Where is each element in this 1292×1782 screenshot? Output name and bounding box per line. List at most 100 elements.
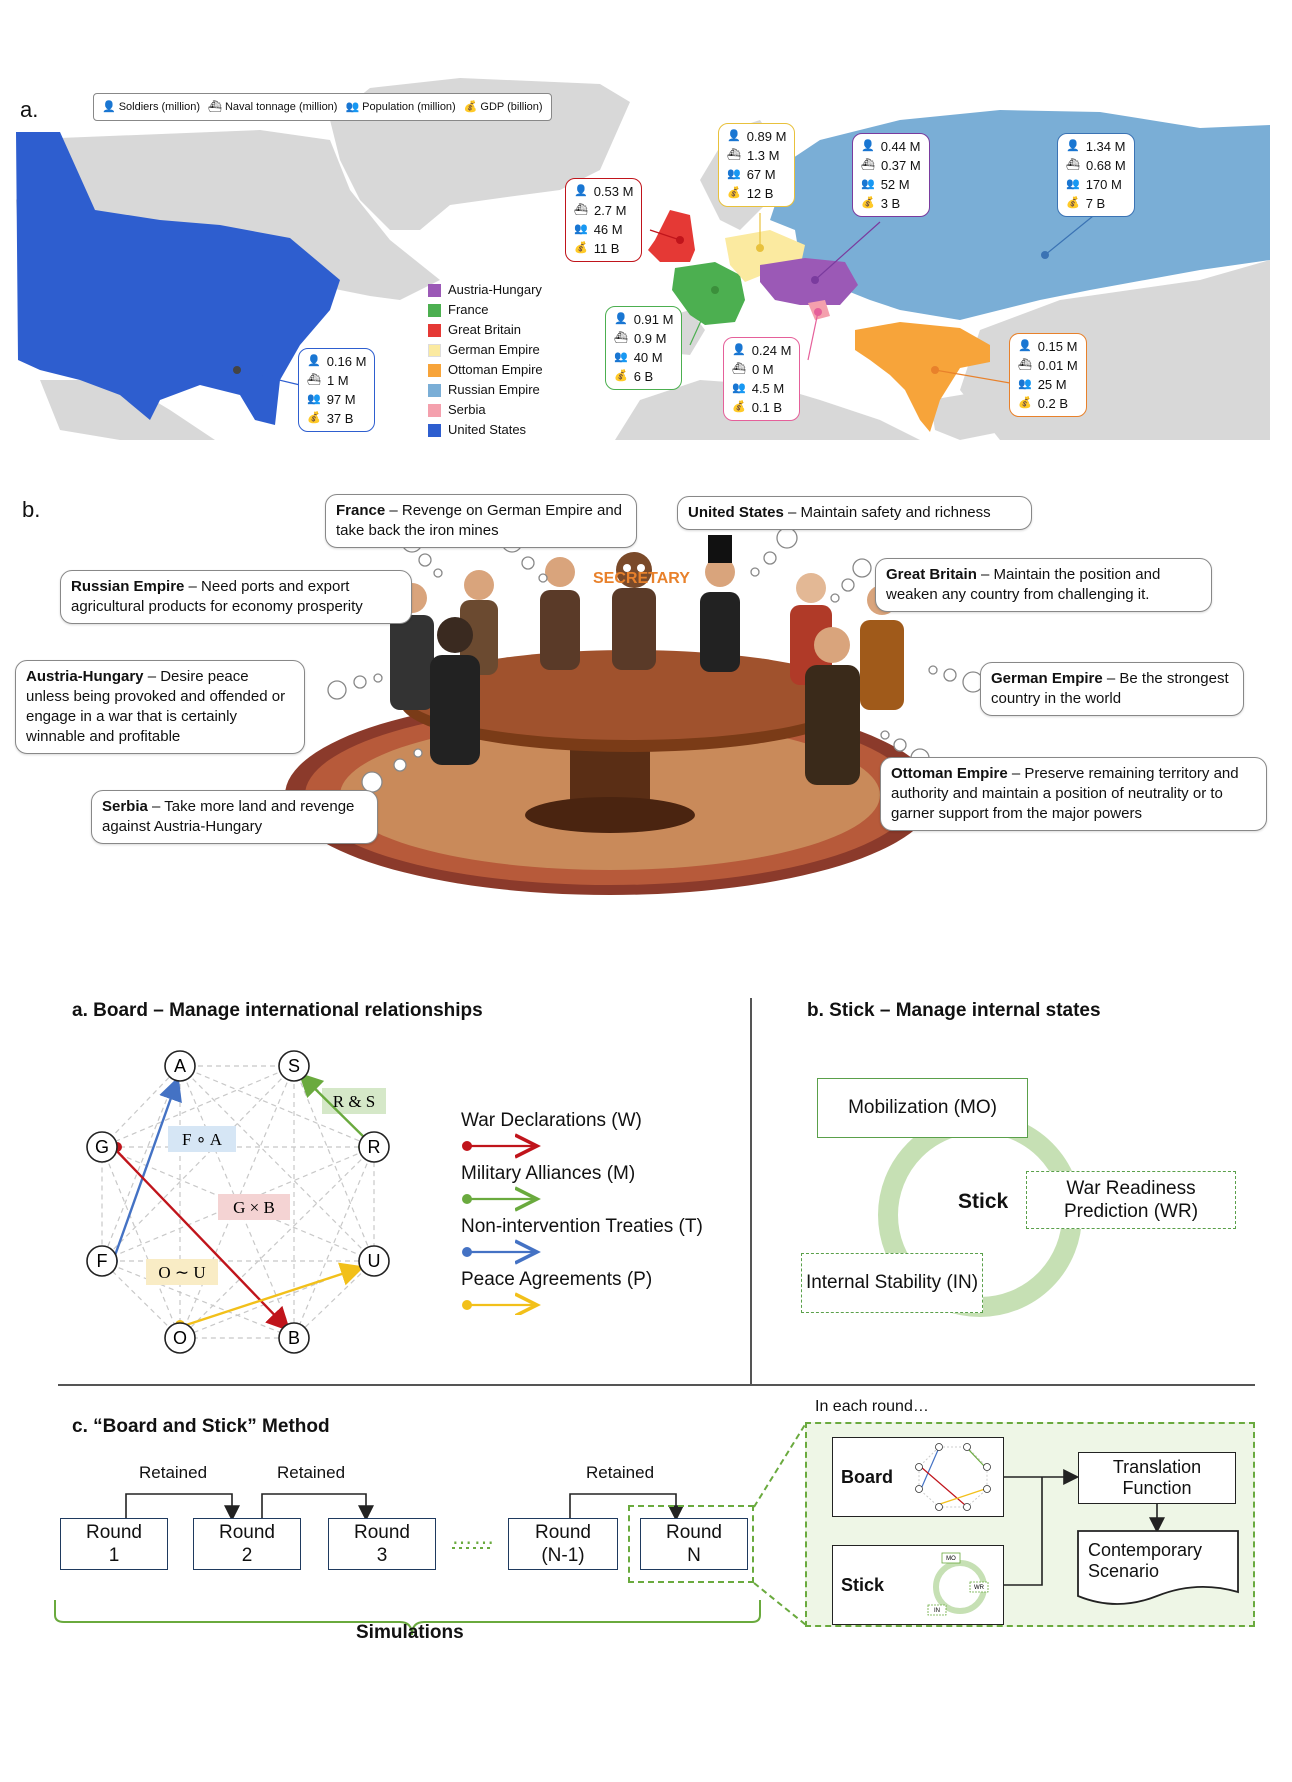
legend-item: Ottoman Empire [428, 360, 543, 380]
mini-mo: MO [946, 1556, 956, 1562]
secretary-label: SECRETARY [593, 570, 690, 587]
stats-serbia: 👤 0.24 M ⛴ 0 M 👥 4.5 M 💰 0.1 B [723, 337, 801, 421]
ship-icon: ⛴ [861, 159, 875, 171]
legend-item: Russian Empire [428, 380, 543, 400]
map-indicator-legend: 👤 Soldiers (million) ⛴ Naval tonnage (mill… [93, 93, 552, 121]
legend-item: Austria-Hungary [428, 280, 543, 300]
stats-united-states: 👤 0.16 M ⛴ 1 M 👥 97 M 💰 37 B [298, 348, 376, 432]
node-g: G [95, 1137, 109, 1157]
node-a: A [174, 1056, 186, 1076]
land-mexico [40, 380, 215, 440]
soldier-icon: 👤 [102, 100, 116, 113]
legend-item: United States [428, 420, 543, 440]
great-britain-region [648, 210, 695, 262]
board-title: a. Board – Manage international relation… [72, 1000, 483, 1021]
translation-function-box: Translation Function [1078, 1452, 1236, 1504]
ship-icon: ⛴ [732, 363, 746, 375]
method-title: c. “Board and Stick” Method [72, 1416, 330, 1437]
rounds-connectors [54, 1493, 761, 1636]
mini-in: IN [934, 1608, 940, 1614]
gdp-icon: 💰 [1066, 197, 1080, 209]
stick-title: b. Stick – Manage internal states [807, 1000, 1101, 1021]
population-icon: 👥 [1066, 178, 1080, 190]
zoom-lines [753, 1422, 807, 1626]
ottoman-empire-region [855, 322, 990, 432]
rounds-ellipsis: ⋯⋯ [452, 1532, 496, 1554]
round-1: Round 1 [60, 1518, 168, 1570]
soldier-icon: 👤 [574, 185, 588, 197]
bubble-serbia: Serbia – Take more land and revenge agai… [91, 790, 378, 844]
stats-austria-hungary: 👤 0.44 M ⛴ 0.37 M 👥 52 M 💰 3 B [852, 133, 930, 217]
label-fa: F ∘ A [182, 1130, 223, 1149]
bubble-france: France – Revenge on German Empire and ta… [325, 494, 637, 548]
legend-war: War Declarations (W) [461, 1110, 642, 1131]
population-icon: 👥 [307, 393, 321, 405]
mini-board-label: Board [841, 1466, 894, 1487]
population-icon: 👥 [861, 178, 875, 190]
label-ou: O ∼ U [158, 1263, 205, 1282]
gdp-icon: 💰 [463, 100, 478, 113]
node-f: F [97, 1251, 108, 1271]
soldier-icon: 👤 [1066, 140, 1080, 152]
in-each-round-label: In each round… [815, 1398, 929, 1415]
bubble-russian-empire: Russian Empire – Need ports and export a… [60, 570, 412, 624]
gdp-icon: 💰 [1018, 397, 1032, 409]
country-legend: Austria-Hungary France Great Britain Ger… [428, 280, 543, 440]
round-n-dashed [628, 1505, 754, 1583]
node-s: S [288, 1056, 300, 1076]
stats-france: 👤 0.91 M ⛴ 0.9 M 👥 40 M 💰 6 B [605, 306, 683, 390]
delegate-figures [390, 535, 904, 785]
austria-hungary-region [760, 258, 858, 305]
stats-russian-empire: 👤 1.34 M ⛴ 0.68 M 👥 170 M 💰 7 B [1057, 133, 1135, 217]
bubble-united-states: United States – Maintain safety and rich… [677, 496, 1032, 530]
node-u: U [368, 1251, 381, 1271]
ship-icon: ⛴ [614, 332, 628, 344]
retained-label-3: Retained [586, 1463, 655, 1482]
united-states-region [16, 132, 340, 425]
round-n-minus-1: Round (N-1) [508, 1518, 618, 1570]
bubble-ottoman-empire: Ottoman Empire – Preserve remaining terr… [880, 757, 1267, 831]
ship-icon: ⛴ [1018, 359, 1032, 371]
label-rs: R & S [333, 1092, 376, 1111]
soldier-icon: 👤 [861, 140, 875, 152]
soldier-icon: 👤 [727, 130, 741, 142]
legend-peace: Peace Agreements (P) [461, 1269, 653, 1290]
population-icon: 👥 [1018, 378, 1032, 390]
round-3: Round 3 [328, 1518, 436, 1570]
soldier-icon: 👤 [1018, 340, 1032, 352]
method-flow-arrows [1004, 1469, 1165, 1586]
population-icon: 👥 [727, 168, 741, 180]
gdp-icon: 💰 [614, 370, 628, 382]
mini-wr: WR [974, 1585, 985, 1591]
stick-center-label: Stick [958, 1190, 1009, 1213]
ship-icon: ⛴ [208, 100, 222, 113]
population-icon: 👥 [732, 382, 746, 394]
legend-item: Serbia [428, 400, 543, 420]
round-table-illustration [285, 527, 984, 895]
legend-item: France [428, 300, 543, 320]
mini-stick-label: Stick [841, 1574, 885, 1595]
legend-item: Great Britain [428, 320, 543, 340]
ship-icon: ⛴ [574, 204, 588, 216]
board-legend-arrows [462, 1130, 565, 1315]
population-icon: 👥 [345, 100, 360, 113]
mini-board-graph [915, 1443, 991, 1511]
horizontal-divider [58, 1384, 1255, 1386]
simulations-label: Simulations [356, 1622, 464, 1643]
node-r: R [368, 1137, 381, 1157]
legend-treaty: Non-intervention Treaties (T) [461, 1216, 703, 1237]
population-icon: 👥 [614, 351, 628, 363]
retained-label-2: Retained [277, 1463, 346, 1482]
bubble-great-britain: Great Britain – Maintain the position an… [875, 558, 1212, 612]
population-icon: 👥 [574, 223, 588, 235]
bubble-german-empire: German Empire – Be the strongest country… [980, 662, 1244, 716]
stats-ottoman-empire: 👤 0.15 M ⛴ 0.01 M 👥 25 M 💰 0.2 B [1009, 333, 1087, 417]
round-2: Round 2 [193, 1518, 301, 1570]
land-arabia [930, 390, 1010, 440]
round-n: Round N [640, 1518, 748, 1570]
stats-great-britain: 👤 0.53 M ⛴ 2.7 M 👥 46 M 💰 11 B [565, 178, 643, 262]
internal-stability-box: Internal Stability (IN) [801, 1253, 983, 1313]
legend-item: German Empire [428, 340, 543, 360]
mini-stick-ring: MO WR IN [927, 1552, 989, 1616]
scenario-document-shape [1077, 1530, 1239, 1605]
